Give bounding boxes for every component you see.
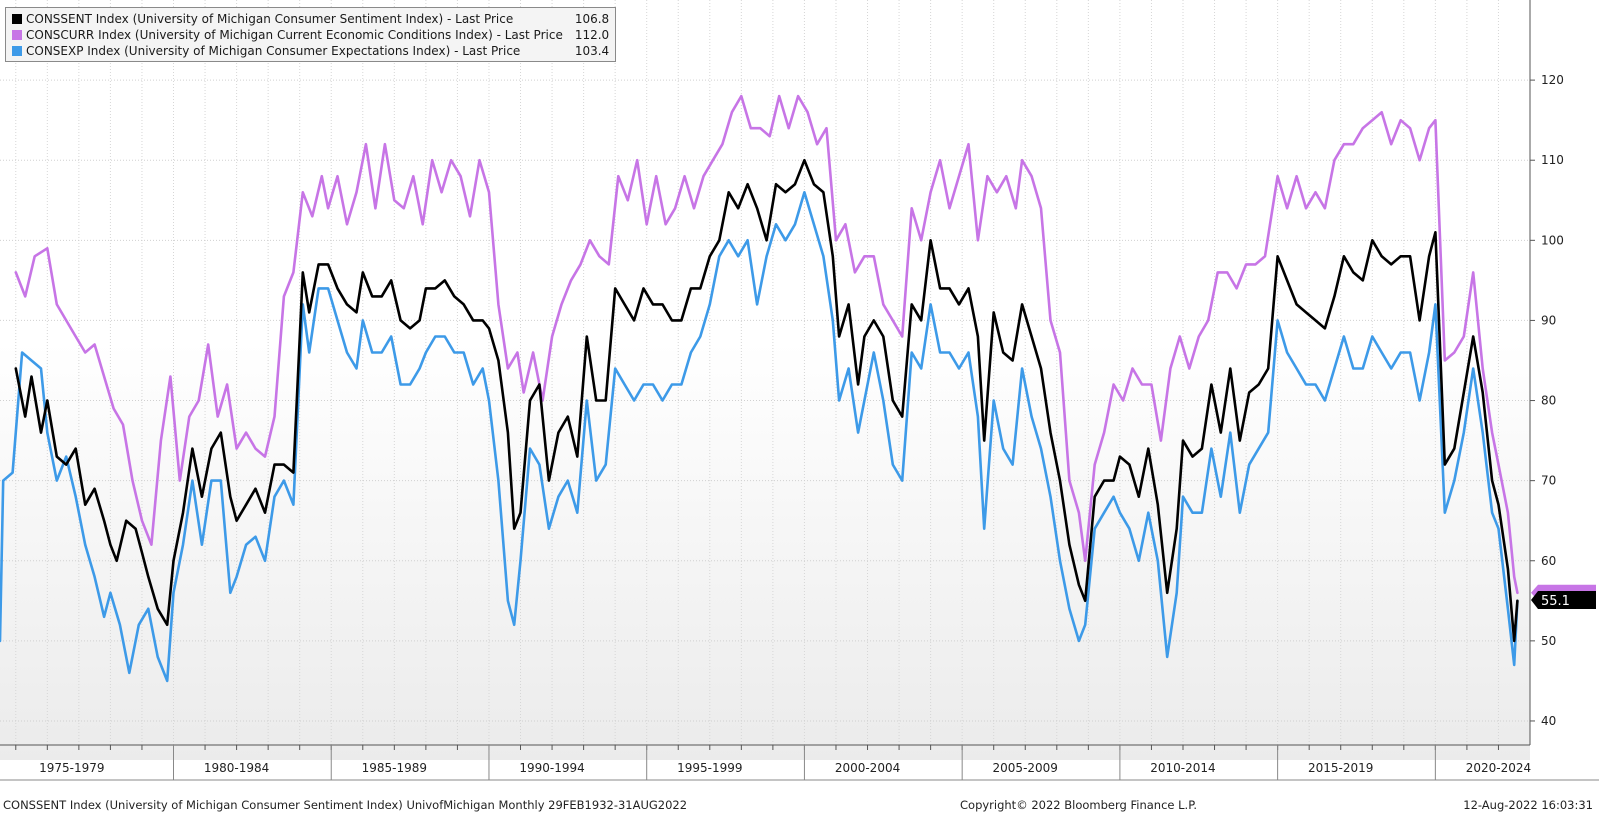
- y-tick-label: 120: [1541, 73, 1564, 87]
- x-tick-label: 1990-1994: [519, 761, 584, 775]
- conscurr-line: [14, 94, 1519, 595]
- x-tick-label: 2015-2019: [1308, 761, 1373, 775]
- legend-label-consexp: CONSEXP Index (University of Michigan Co…: [26, 44, 521, 58]
- x-tick-label: 2020-2024: [1466, 761, 1531, 775]
- last-value-tag-consent: [1531, 591, 1596, 610]
- footer-copyright: Copyright© 2022 Bloomberg Finance L.P.: [960, 798, 1197, 812]
- y-tick-label: 100: [1541, 233, 1564, 247]
- y-tick-label: 50: [1541, 634, 1556, 648]
- x-tick-label: 1975-1979: [39, 761, 104, 775]
- legend-item-consent[interactable]: CONSSENT Index (University of Michigan C…: [12, 11, 609, 27]
- legend-label-consent: CONSSENT Index (University of Michigan C…: [26, 12, 514, 26]
- chart-legend: CONSSENT Index (University of Michigan C…: [5, 7, 617, 62]
- legend-swatch-consexp: [12, 46, 22, 56]
- y-tick-label: 90: [1541, 313, 1556, 327]
- legend-value-conscurr: 112.0: [574, 28, 610, 42]
- legend-value-consexp: 103.4: [574, 44, 610, 58]
- y-tick-label: 70: [1541, 474, 1556, 488]
- y-tick-label: 40: [1541, 714, 1556, 728]
- x-tick-label: 2010-2014: [1150, 761, 1215, 775]
- x-tick-label: 1980-1984: [204, 761, 269, 775]
- footer-description: CONSSENT Index (University of Michigan C…: [3, 798, 688, 812]
- consent-line: [14, 158, 1519, 643]
- consexp-line: [0, 191, 1519, 683]
- x-tick-label: 1995-1999: [677, 761, 742, 775]
- legend-label-conscurr: CONSCURR Index (University of Michigan C…: [26, 28, 563, 42]
- y-tick-label: 60: [1541, 554, 1556, 568]
- chart-footer: CONSSENT Index (University of Michigan C…: [0, 797, 1599, 813]
- legend-swatch-conscurr: [12, 30, 22, 40]
- legend-swatch-consent: [12, 14, 22, 24]
- x-tick-label: 2000-2004: [835, 761, 900, 775]
- legend-item-conscurr[interactable]: CONSCURR Index (University of Michigan C…: [12, 27, 609, 43]
- legend-item-consexp[interactable]: CONSEXP Index (University of Michigan Co…: [12, 43, 609, 59]
- y-tick-label: 110: [1541, 153, 1564, 167]
- last-value-label: 55.1: [1541, 594, 1570, 609]
- plot-area-background: [0, 0, 1530, 760]
- y-tick-label: 80: [1541, 394, 1556, 408]
- footer-timestamp: 12-Aug-2022 16:03:31: [1463, 798, 1593, 812]
- x-tick-label: 2005-2009: [993, 761, 1058, 775]
- legend-value-consent: 106.8: [574, 12, 610, 26]
- x-tick-label: 1985-1989: [362, 761, 427, 775]
